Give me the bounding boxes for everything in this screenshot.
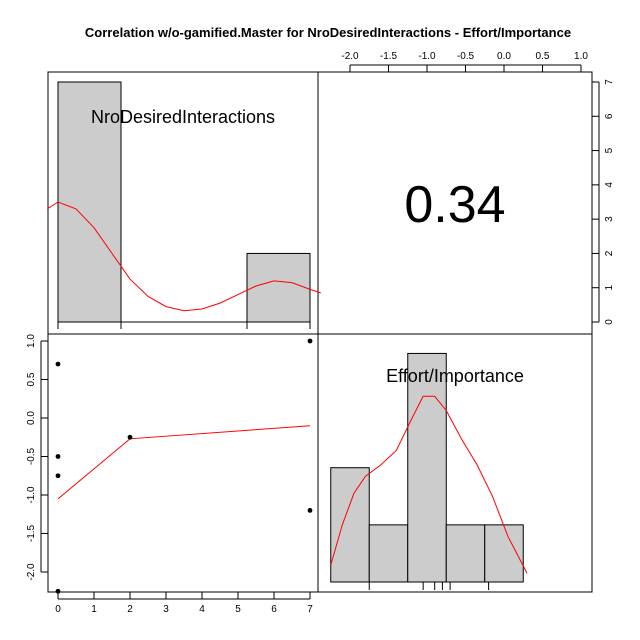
scatter-smooth-line	[57, 425, 311, 500]
scatter-point	[55, 361, 61, 367]
right-axis-tick-label: 4	[604, 182, 615, 188]
histogram-y-group	[330, 352, 528, 590]
scatter-point	[307, 338, 313, 344]
bottom-axis-tick-label: 7	[307, 604, 313, 615]
right-axis-tick-label: 2	[604, 250, 615, 256]
histogram-y-bar	[445, 524, 486, 583]
bottom-axis-tick-label: 6	[271, 604, 277, 615]
left-axis-tick-label: -0.5	[26, 447, 37, 465]
bottom-axis-tick-label: 1	[91, 604, 97, 615]
histogram-x-density-line	[46, 201, 321, 312]
top-axis-tick-label: -0.5	[457, 51, 475, 62]
histogram-x-group	[46, 81, 321, 329]
top-axis-tick-label: 1.0	[574, 51, 588, 62]
top-axis-tick-label: -2.0	[341, 51, 359, 62]
bottom-axis-tick-label: 0	[55, 604, 61, 615]
histogram-x-bar	[57, 81, 122, 323]
top-axis-tick-label: -1.0	[418, 51, 436, 62]
bottom-axis-tick-label: 3	[163, 604, 169, 615]
left-axis-tick-label: -1.5	[26, 524, 37, 542]
right-axis-tick-label: 0	[604, 319, 615, 325]
histogram-x-bar	[246, 252, 311, 323]
left-axis-tick-label: -2.0	[26, 563, 37, 581]
histogram-y-bar	[330, 467, 370, 583]
left-axis-tick-label: 0.0	[26, 411, 37, 425]
variable-label-x: NroDesiredInteractions	[91, 107, 275, 127]
right-axis-tick-label: 5	[604, 147, 615, 153]
right-axis-tick-label: 7	[604, 79, 615, 85]
panel-bottom-right	[317, 333, 593, 593]
right-axis-tick-label: 6	[604, 113, 615, 119]
bottom-axis-tick-label: 2	[127, 604, 133, 615]
top-axis-tick-label: 0.5	[536, 51, 550, 62]
left-axis-tick-label: 0.5	[26, 372, 37, 386]
histogram-y-density-line	[330, 395, 528, 574]
panel-bottom-left	[47, 333, 319, 593]
scatter-point	[55, 454, 61, 459]
right-axis-tick-label: 3	[604, 216, 615, 222]
correlation-value: 0.34	[404, 176, 505, 234]
histogram-y-bar	[368, 524, 409, 583]
scatter-point	[307, 508, 313, 513]
scatter-group	[55, 338, 313, 594]
top-axis-tick-label: 0.0	[497, 51, 511, 62]
axes-group: -2.0 -1.5 -1.0 -0.5 0.0 0.5 1.0 0 1 2 3 4 5 6 7 1.0 0.5 0…	[26, 51, 615, 615]
bottom-axis-tick-label: 5	[235, 604, 241, 615]
scatter-point	[127, 434, 133, 440]
histogram-y-bar	[407, 352, 447, 583]
left-axis-tick-label: -1.0	[26, 486, 37, 504]
left-axis-tick-label: 1.0	[26, 334, 37, 348]
chart-title: Correlation w/o-gamified.Master for NroD…	[85, 25, 571, 40]
histogram-y-bar	[484, 524, 524, 583]
top-axis-tick-label: -1.5	[380, 51, 398, 62]
variable-label-y: Effort/Importance	[386, 366, 524, 386]
bottom-axis-tick-label: 4	[199, 604, 205, 615]
scatter-point	[55, 588, 61, 594]
right-axis-tick-label: 1	[604, 284, 615, 290]
scatter-point	[55, 473, 61, 479]
